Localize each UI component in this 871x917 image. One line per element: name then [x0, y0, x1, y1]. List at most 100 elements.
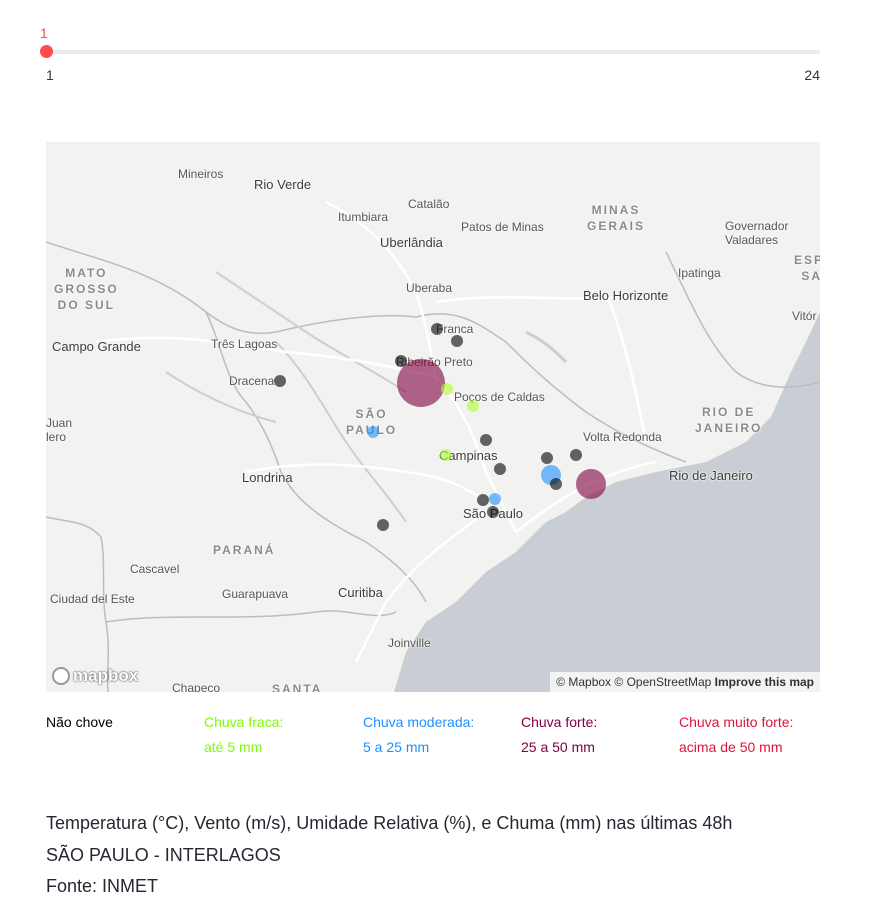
map-place-label: Governador Valadares [725, 219, 789, 247]
info-station-name: SÃO PAULO - INTERLAGOS [46, 844, 281, 865]
road [245, 463, 487, 504]
map-place-label: Poços de Caldas [454, 390, 545, 404]
legend-item-chuva-fraca: Chuva fraca: até 5 mm [204, 710, 283, 760]
map-place-label: Belo Horizonte [583, 288, 669, 303]
map-place-label: Campinas [439, 448, 498, 463]
map-place-label: Franca [436, 322, 474, 336]
mapbox-logo-icon [52, 667, 70, 685]
river [525, 330, 568, 364]
map-place-label: Mineiros [178, 167, 224, 181]
map-attribution: © Mapbox © OpenStreetMap Improve this ma… [550, 672, 820, 692]
map-place-label: Chapeco [172, 681, 221, 692]
map-place-label: Campo Grande [52, 339, 141, 354]
slider-thumb[interactable] [40, 45, 53, 58]
station-marker-nao[interactable] [480, 434, 492, 446]
map-place-label: Ciudad del Este [50, 592, 135, 606]
station-marker-fraca[interactable] [440, 449, 452, 461]
attribution-osm-link[interactable]: © OpenStreetMap [614, 675, 712, 689]
state-border [46, 241, 417, 334]
rain-map[interactable]: Mineiros Rio Verde Catalão Itumbiara Patos d… [46, 142, 820, 692]
station-marker-nao[interactable] [274, 375, 286, 387]
station-marker-nao[interactable] [377, 519, 389, 531]
stations-layer[interactable] [46, 142, 820, 692]
station-marker-nao[interactable] [541, 452, 553, 464]
map-place-label: Rio Verde [254, 177, 312, 192]
state-border [415, 313, 687, 463]
info-source: Fonte: INMET [46, 876, 159, 896]
map-place-label: Rio de Janeiro [669, 468, 753, 483]
state-border [205, 311, 427, 603]
legend-item-chuva-forte: Chuva forte: 25 a 50 mm [521, 710, 597, 760]
legend-subtitle: 5 a 25 mm [363, 739, 430, 755]
state-border [665, 251, 820, 388]
legend-item-chuva-muito-forte: Chuva muito forte: acima de 50 mm [679, 710, 793, 760]
map-place-label: ESPÍR SAN [794, 253, 820, 283]
slider-min-label: 1 [46, 67, 54, 83]
map-place-label: SANTA [272, 682, 323, 692]
river [165, 371, 277, 423]
map-basemap [46, 200, 820, 692]
map-place-label: Três Lagoas [211, 337, 278, 351]
attribution-mapbox-link[interactable]: © Mapbox [556, 675, 612, 689]
map-place-label: RIO DE JANEIRO [695, 405, 763, 435]
legend-item-nao-chove: Não chove [46, 710, 113, 735]
road [604, 291, 648, 443]
legend-title: Chuva moderada: [363, 714, 475, 730]
map-place-label: Uberaba [406, 281, 453, 295]
river [275, 341, 407, 523]
station-marker-nao[interactable] [431, 323, 443, 335]
station-marker-nao[interactable] [395, 355, 407, 367]
map-place-label: MATO GROSSO DO SUL [54, 266, 119, 312]
road [95, 336, 437, 379]
map-place-label: Cascavel [130, 562, 180, 576]
station-marker-moderada[interactable] [367, 426, 379, 438]
map-place-label: Joinville [388, 636, 431, 650]
station-marker-nao[interactable] [477, 494, 489, 506]
map-place-label: Juan lero [46, 416, 73, 444]
map-place-label: Itumbiara [338, 210, 389, 224]
hour-slider[interactable]: 1 1 24 [40, 20, 820, 90]
map-place-label: MINAS GERAIS [587, 203, 646, 233]
map-place-label: PARANÁ [213, 543, 276, 557]
map-place-label: Londrina [242, 470, 293, 485]
station-marker-fraca[interactable] [467, 400, 479, 412]
road [354, 510, 487, 663]
map-place-label: Curitiba [338, 585, 383, 600]
station-marker-forte[interactable] [576, 469, 606, 499]
legend-subtitle: acima de 50 mm [679, 739, 783, 755]
map-place-label: Catalão [408, 197, 450, 211]
slider-track[interactable] [46, 50, 820, 54]
legend-title: Não chove [46, 714, 113, 730]
station-marker-nao[interactable] [487, 506, 499, 518]
legend-title: Chuva fraca: [204, 714, 284, 730]
station-marker-nao[interactable] [494, 463, 506, 475]
river [215, 271, 407, 393]
map-place-label: Ipatinga [678, 266, 721, 280]
station-marker-nao[interactable] [570, 449, 582, 461]
mapbox-logo-text: mapbox [73, 666, 139, 685]
legend-subtitle: até 5 mm [204, 739, 263, 755]
station-marker-forte[interactable] [397, 359, 445, 407]
state-border [105, 610, 397, 623]
ocean [394, 312, 820, 692]
info-description: Temperatura (°C), Vento (m/s), Umidade R… [46, 813, 733, 833]
improve-map-link[interactable]: Improve this map [714, 675, 814, 689]
map-place-label: Volta Redonda [583, 430, 662, 444]
legend-subtitle: 25 a 50 mm [521, 739, 595, 755]
road [435, 295, 627, 304]
station-marker-nao[interactable] [451, 335, 463, 347]
slider-max-label: 24 [804, 67, 820, 83]
road [435, 376, 518, 533]
station-info: Temperatura (°C), Vento (m/s), Umidade R… [46, 808, 732, 903]
station-marker-moderada[interactable] [489, 493, 501, 505]
map-place-label: Vitór [792, 309, 817, 323]
station-marker-nao[interactable] [550, 478, 562, 490]
map-place-label: Guarapuava [222, 587, 289, 601]
map-place-label: Patos de Minas [461, 220, 544, 234]
station-marker-fraca[interactable] [441, 383, 453, 395]
mapbox-logo[interactable]: mapbox [52, 666, 138, 686]
legend-item-chuva-moderada: Chuva moderada: 5 a 25 mm [363, 710, 474, 760]
state-border [46, 516, 110, 692]
slider-current-value: 1 [40, 25, 48, 41]
rain-legend: Não chove Chuva fraca: até 5 mm Chuva mo… [46, 710, 826, 760]
